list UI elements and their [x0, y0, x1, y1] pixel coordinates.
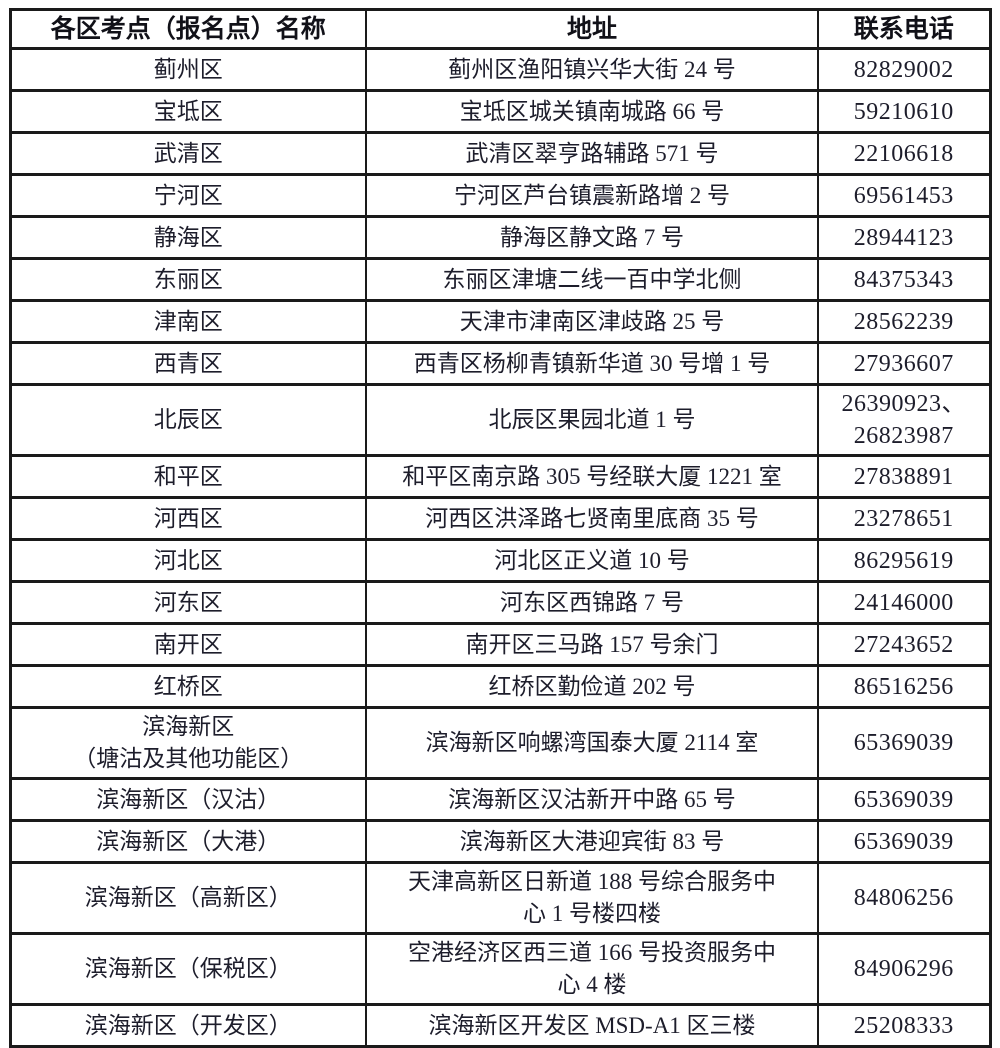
phone-cell: 86516256: [817, 664, 991, 709]
table-row: 蓟州区 蓟州区渔阳镇兴华大街 24 号 82829002: [9, 47, 991, 92]
site-name-cell: 北辰区: [9, 383, 367, 457]
table-row: 武清区 武清区翠亨路辅路 571 号 22106618: [9, 131, 991, 176]
site-name-cell: 南开区: [9, 622, 367, 667]
table-row: 津南区 天津市津南区津歧路 25 号 28562239: [9, 299, 991, 344]
phone-cell: 84375343: [817, 257, 991, 302]
site-name-cell: 滨海新区（保税区）: [9, 932, 367, 1006]
address-cell: 静海区静文路 7 号: [365, 215, 819, 260]
table-row: 宝坻区 宝坻区城关镇南城路 66 号 59210610: [9, 89, 991, 134]
table-row: 河西区 河西区洪泽路七贤南里底商 35 号 23278651: [9, 496, 991, 541]
address-cell: 天津市津南区津歧路 25 号: [365, 299, 819, 344]
column-header-phone: 联系电话: [817, 8, 991, 50]
phone-cell: 86295619: [817, 538, 991, 583]
phone-cell: 26390923、 26823987: [817, 383, 991, 457]
site-name-cell: 和平区: [9, 454, 367, 499]
phone-cell: 27243652: [817, 622, 991, 667]
table-row: 和平区 和平区南京路 305 号经联大厦 1221 室 27838891: [9, 454, 991, 499]
phone-cell: 22106618: [817, 131, 991, 176]
site-name-cell: 河东区: [9, 580, 367, 625]
site-name-cell: 红桥区: [9, 664, 367, 709]
address-cell: 滨海新区开发区 MSD-A1 区三楼: [365, 1003, 819, 1048]
phone-cell: 25208333: [817, 1003, 991, 1048]
phone-cell: 69561453: [817, 173, 991, 218]
phone-cell: 28562239: [817, 299, 991, 344]
site-name-cell: 宝坻区: [9, 89, 367, 134]
address-cell: 蓟州区渔阳镇兴华大街 24 号: [365, 47, 819, 92]
address-cell: 滨海新区汉沽新开中路 65 号: [365, 777, 819, 822]
phone-cell: 59210610: [817, 89, 991, 134]
table-row: 红桥区 红桥区勤俭道 202 号 86516256: [9, 664, 991, 709]
table-row: 滨海新区 （塘沽及其他功能区） 滨海新区响螺湾国泰大厦 2114 室 6536903…: [9, 706, 991, 780]
column-header-address: 地址: [365, 8, 819, 50]
phone-cell: 28944123: [817, 215, 991, 260]
table-row: 宁河区 宁河区芦台镇震新路增 2 号 69561453: [9, 173, 991, 218]
address-cell: 河东区西锦路 7 号: [365, 580, 819, 625]
table-row: 滨海新区（保税区） 空港经济区西三道 166 号投资服务中 心 4 楼 849062…: [9, 932, 991, 1006]
address-cell: 空港经济区西三道 166 号投资服务中 心 4 楼: [365, 932, 819, 1006]
address-cell: 宁河区芦台镇震新路增 2 号: [365, 173, 819, 218]
site-name-cell: 宁河区: [9, 173, 367, 218]
phone-cell: 65369039: [817, 777, 991, 822]
address-cell: 宝坻区城关镇南城路 66 号: [365, 89, 819, 134]
site-name-cell: 滨海新区（开发区）: [9, 1003, 367, 1048]
site-name-cell: 河西区: [9, 496, 367, 541]
site-name-cell: 东丽区: [9, 257, 367, 302]
phone-cell: 84906296: [817, 932, 991, 1006]
phone-cell: 65369039: [817, 706, 991, 780]
phone-cell: 27936607: [817, 341, 991, 386]
address-cell: 红桥区勤俭道 202 号: [365, 664, 819, 709]
site-name-cell: 武清区: [9, 131, 367, 176]
address-cell: 南开区三马路 157 号余门: [365, 622, 819, 667]
table-row: 滨海新区（大港） 滨海新区大港迎宾街 83 号 65369039: [9, 819, 991, 864]
phone-cell: 27838891: [817, 454, 991, 499]
table-body: 蓟州区 蓟州区渔阳镇兴华大街 24 号 82829002 宝坻区 宝坻区城关镇南城路 6…: [9, 47, 991, 1048]
address-cell: 北辰区果园北道 1 号: [365, 383, 819, 457]
address-cell: 滨海新区响螺湾国泰大厦 2114 室: [365, 706, 819, 780]
site-name-cell: 河北区: [9, 538, 367, 583]
phone-cell: 24146000: [817, 580, 991, 625]
exam-sites-table: 各区考点（报名点）名称 地址 联系电话 蓟州区 蓟州区渔阳镇兴华大街 24 号 82…: [8, 8, 992, 1048]
phone-cell: 65369039: [817, 819, 991, 864]
phone-cell: 23278651: [817, 496, 991, 541]
phone-cell: 84806256: [817, 861, 991, 935]
table-row: 南开区 南开区三马路 157 号余门 27243652: [9, 622, 991, 667]
table-row: 东丽区 东丽区津塘二线一百中学北侧 84375343: [9, 257, 991, 302]
address-cell: 河北区正义道 10 号: [365, 538, 819, 583]
address-cell: 和平区南京路 305 号经联大厦 1221 室: [365, 454, 819, 499]
site-name-cell: 津南区: [9, 299, 367, 344]
phone-cell: 82829002: [817, 47, 991, 92]
table-header-row: 各区考点（报名点）名称 地址 联系电话: [9, 8, 991, 50]
table-row: 河北区 河北区正义道 10 号 86295619: [9, 538, 991, 583]
table-row: 滨海新区（高新区） 天津高新区日新道 188 号综合服务中 心 1 号楼四楼 848…: [9, 861, 991, 935]
table-row: 静海区 静海区静文路 7 号 28944123: [9, 215, 991, 260]
address-cell: 河西区洪泽路七贤南里底商 35 号: [365, 496, 819, 541]
site-name-cell: 滨海新区 （塘沽及其他功能区）: [9, 706, 367, 780]
address-cell: 滨海新区大港迎宾街 83 号: [365, 819, 819, 864]
site-name-cell: 蓟州区: [9, 47, 367, 92]
address-cell: 西青区杨柳青镇新华道 30 号增 1 号: [365, 341, 819, 386]
address-cell: 武清区翠亨路辅路 571 号: [365, 131, 819, 176]
table-row: 北辰区 北辰区果园北道 1 号 26390923、 26823987: [9, 383, 991, 457]
site-name-cell: 西青区: [9, 341, 367, 386]
column-header-site-name: 各区考点（报名点）名称: [9, 8, 367, 50]
site-name-cell: 滨海新区（汉沽）: [9, 777, 367, 822]
table-row: 滨海新区（开发区） 滨海新区开发区 MSD-A1 区三楼 25208333: [9, 1003, 991, 1048]
address-cell: 东丽区津塘二线一百中学北侧: [365, 257, 819, 302]
site-name-cell: 滨海新区（高新区）: [9, 861, 367, 935]
table-row: 滨海新区（汉沽） 滨海新区汉沽新开中路 65 号 65369039: [9, 777, 991, 822]
site-name-cell: 静海区: [9, 215, 367, 260]
table-row: 河东区 河东区西锦路 7 号 24146000: [9, 580, 991, 625]
address-cell: 天津高新区日新道 188 号综合服务中 心 1 号楼四楼: [365, 861, 819, 935]
site-name-cell: 滨海新区（大港）: [9, 819, 367, 864]
table-row: 西青区 西青区杨柳青镇新华道 30 号增 1 号 27936607: [9, 341, 991, 386]
document-page: 各区考点（报名点）名称 地址 联系电话 蓟州区 蓟州区渔阳镇兴华大街 24 号 82…: [8, 8, 992, 1048]
